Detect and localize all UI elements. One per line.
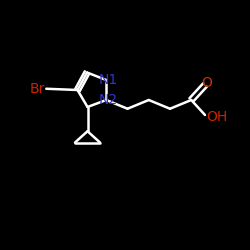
Text: Br: Br: [30, 82, 45, 96]
Text: N2: N2: [98, 94, 117, 108]
Text: OH: OH: [206, 110, 227, 124]
Text: O: O: [201, 76, 212, 90]
Text: N1: N1: [98, 72, 118, 86]
